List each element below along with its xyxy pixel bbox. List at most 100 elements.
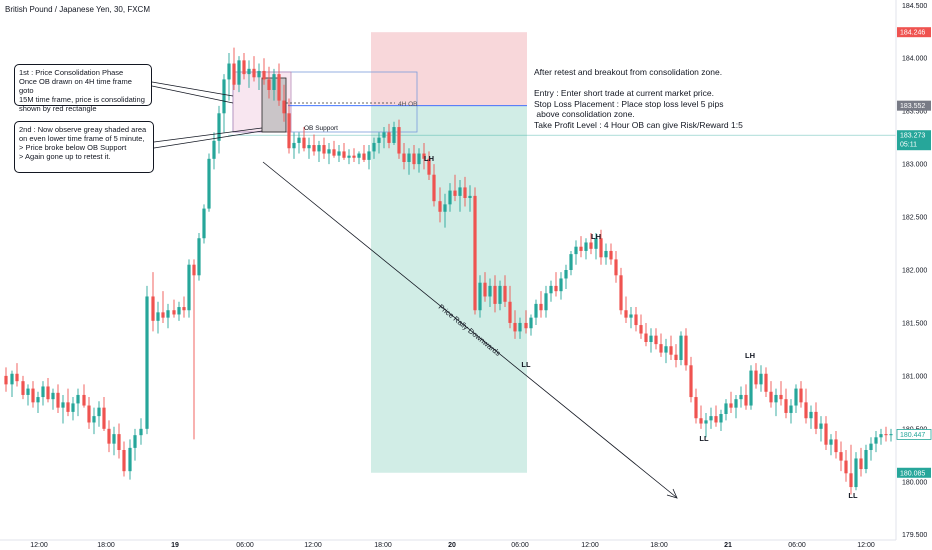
candle-body — [498, 285, 502, 304]
bullish-candle — [734, 394, 738, 419]
candle-body — [347, 155, 351, 158]
bullish-candle — [789, 399, 793, 424]
trade-plan-line: Take Profit Level : 4 Hour OB can give R… — [534, 119, 743, 130]
bullish-candle — [347, 149, 351, 165]
bullish-candle — [448, 183, 452, 212]
bearish-candle — [754, 363, 758, 389]
candle-body — [493, 285, 497, 304]
candle-body — [417, 153, 421, 165]
candle-body — [804, 402, 808, 419]
bearish-candle — [804, 388, 808, 424]
candle-body — [488, 285, 492, 297]
bearish-candle — [182, 296, 186, 318]
candle-body — [734, 399, 738, 408]
candle-body — [714, 416, 718, 423]
bearish-candle — [884, 426, 888, 442]
bearish-candle — [624, 296, 628, 323]
trade-plan-text: After retest and breakout from consolida… — [534, 67, 874, 130]
candle-body — [362, 153, 366, 160]
bearish-candle — [15, 363, 19, 387]
bearish-candle — [483, 272, 487, 302]
candle-body — [884, 434, 888, 436]
bearish-candle — [669, 335, 673, 360]
candle-body — [82, 394, 86, 406]
bullish-candle — [372, 137, 376, 159]
bearish-candle — [402, 142, 406, 170]
bearish-candle — [352, 148, 356, 162]
trade-plan-line: After retest and breakout from consolida… — [534, 67, 723, 77]
bearish-candle — [322, 137, 326, 159]
candle-body — [46, 386, 50, 400]
candle-body — [649, 335, 653, 342]
candle-body — [372, 142, 376, 152]
bullish-candle — [36, 391, 40, 413]
bullish-candle — [529, 314, 533, 336]
bullish-candle — [92, 407, 96, 435]
bullish-candle — [443, 193, 447, 228]
bearish-candle — [56, 384, 60, 413]
candle-body — [222, 79, 226, 114]
candle-body — [824, 423, 828, 445]
bullish-candle — [97, 401, 101, 427]
candle-body — [549, 285, 553, 294]
annotation-line: 2nd : Now observe greay shaded area — [19, 125, 147, 134]
candle-body — [634, 314, 638, 326]
price-label-text: 183.273 — [900, 133, 925, 140]
candle-body — [508, 301, 512, 323]
candle-body — [112, 434, 116, 444]
bearish-candle — [839, 441, 843, 472]
bearish-candle — [192, 259, 196, 440]
annotation-line: shown by red rectangle — [19, 104, 97, 113]
bullish-candle — [166, 303, 170, 329]
candle-body — [579, 246, 583, 251]
bearish-candle — [784, 388, 788, 419]
candle-body — [51, 392, 55, 400]
price-label-bg — [896, 429, 932, 440]
candle-body — [569, 254, 573, 270]
bullish-candle — [133, 428, 137, 461]
time-tick-label: 12:00 — [581, 542, 599, 549]
bullish-candle — [534, 299, 538, 326]
swing-label: LH — [745, 351, 755, 360]
candle-body — [854, 458, 858, 488]
candle-body — [182, 307, 186, 311]
bullish-candle — [207, 153, 211, 212]
bullish-candle — [417, 148, 421, 173]
candle-body — [382, 132, 386, 138]
candle-body — [41, 386, 45, 398]
bullish-candle — [156, 301, 160, 334]
bearish-candle — [714, 405, 718, 427]
bearish-candle — [599, 229, 603, 265]
candle-body — [574, 246, 578, 255]
bullish-candle — [478, 275, 482, 318]
bullish-candle — [809, 405, 813, 429]
bullish-candle — [709, 407, 713, 429]
candle-body — [844, 460, 848, 474]
bearish-candle — [172, 299, 176, 318]
bullish-candle — [854, 452, 858, 491]
bullish-candle — [518, 317, 522, 339]
bearish-candle — [824, 416, 828, 450]
bearish-candle — [674, 344, 678, 368]
bullish-candle — [392, 121, 396, 146]
price-tick-label: 182.000 — [902, 268, 927, 275]
time-tick-label: 12:00 — [857, 542, 875, 549]
candle-body — [272, 74, 276, 90]
candle-body — [744, 394, 748, 406]
annotation-leader-line — [151, 85, 234, 104]
swing-label: LL — [699, 434, 709, 443]
bullish-candle — [594, 232, 598, 260]
bearish-candle — [764, 367, 768, 398]
candle-body — [619, 275, 623, 311]
candle-body — [669, 346, 673, 355]
bullish-candle — [584, 238, 588, 260]
candle-body — [202, 208, 206, 239]
candle-body — [357, 153, 361, 158]
bullish-candle — [212, 132, 216, 170]
bullish-candle — [367, 145, 371, 170]
chart-title: British Pound / Japanese Yen, 30, FXCM — [5, 5, 150, 14]
candle-body — [102, 407, 106, 429]
candle-body — [237, 60, 241, 85]
